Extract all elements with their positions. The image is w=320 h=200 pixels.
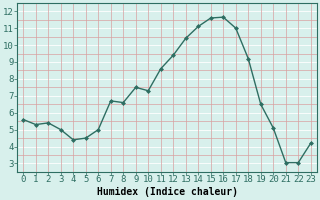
X-axis label: Humidex (Indice chaleur): Humidex (Indice chaleur)	[97, 187, 237, 197]
